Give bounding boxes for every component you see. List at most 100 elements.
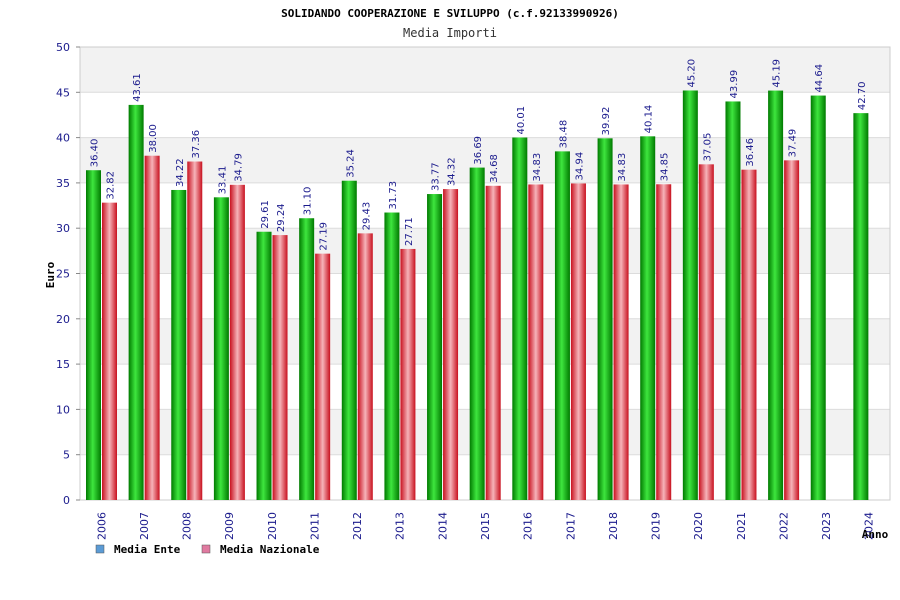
data-label-nazionale: 38.00 [148,124,159,153]
y-tick-label: 35 [56,177,70,190]
plot-band [80,47,890,93]
chart-subtitle: Media Importi [403,26,497,40]
y-tick-label: 0 [63,494,70,507]
bar-media-ente [427,194,443,500]
x-tick-label: 2019 [650,512,663,540]
x-tick-label: 2008 [181,512,194,540]
x-tick-label: 2024 [863,512,876,540]
data-label-nazionale: 27.19 [319,222,330,251]
bar-media-ente [469,167,485,500]
bar-media-ente [171,189,187,500]
x-tick-label: 2021 [735,512,748,540]
bar-media-ente [256,231,272,500]
legend-label-nazionale: Media Nazionale [220,543,320,556]
x-tick-label: 2006 [95,512,108,540]
data-label-ente: 31.10 [303,187,314,216]
bar-media-nazionale [485,185,501,500]
data-label-ente: 40.14 [644,105,655,134]
bar-media-nazionale [187,161,203,500]
x-tick-label: 2012 [351,512,364,540]
x-tick-label: 2022 [777,512,790,540]
data-label-ente: 45.19 [772,59,783,88]
data-label-nazionale: 34.83 [617,153,628,182]
x-tick-label: 2013 [394,512,407,540]
x-tick-label: 2010 [266,512,279,540]
x-tick-label: 2018 [607,512,620,540]
bar-media-ente [682,90,698,500]
data-label-ente: 29.61 [260,200,271,229]
data-label-ente: 42.70 [857,81,868,110]
data-label-ente: 33.41 [217,166,228,195]
x-tick-label: 2016 [522,512,535,540]
bar-media-ente [299,218,315,500]
bar-media-ente [341,180,357,501]
bar-media-nazionale [570,183,586,500]
data-label-ente: 44.64 [814,64,825,93]
data-label-ente: 45.20 [686,59,697,88]
data-label-ente: 43.99 [729,70,740,99]
bar-media-nazionale [698,164,714,500]
bar-media-nazionale [102,202,117,500]
y-tick-label: 20 [56,313,70,326]
legend: Media Ente Media Nazionale [95,543,320,556]
data-labels: 36.40 32.82 43.61 38.00 34.22 37.36 33.41 34.79… [90,59,868,251]
bars [86,90,869,501]
bar-media-nazionale [315,253,331,500]
data-label-nazionale: 34.32 [447,157,458,186]
bar-media-nazionale [400,248,416,500]
x-tick-label: 2014 [436,512,449,540]
bar-media-nazionale [272,235,288,500]
bar-media-nazionale [656,184,672,500]
bar-media-nazionale [613,184,629,501]
data-label-nazionale: 34.68 [489,154,500,183]
bar-media-nazionale [443,189,459,501]
plot-band [80,92,890,138]
bar-media-nazionale [357,233,373,500]
data-label-nazionale: 34.79 [233,153,244,182]
x-axis-label: Anno [862,528,889,541]
legend-swatch-ente [95,544,105,554]
x-tick-label: 2011 [308,512,321,540]
bar-media-ente [554,151,570,500]
bar-media-nazionale [144,155,160,500]
data-label-ente: 33.77 [431,162,442,191]
data-label-ente: 43.61 [132,73,143,102]
legend-swatch-nazionale [201,544,211,554]
y-tick-label: 10 [56,403,70,416]
bar-media-ente [853,113,869,500]
y-tick-label: 5 [63,449,70,462]
data-label-nazionale: 34.94 [574,152,585,181]
bar-media-ente [725,101,741,501]
bar-media-ente [640,136,656,500]
y-tick-label: 30 [56,222,70,235]
data-label-ente: 35.24 [345,149,356,178]
y-tick-label: 25 [56,268,70,281]
data-label-ente: 39.92 [601,107,612,136]
x-tick-label: 2009 [223,512,236,540]
bar-media-ente [213,197,229,500]
bar-media-nazionale [528,184,544,501]
bar-media-ente [128,104,144,500]
bar-media-nazionale [741,169,757,500]
data-label-nazionale: 37.05 [702,133,713,162]
bar-media-ente [768,90,784,500]
y-tick-label: 40 [56,132,70,145]
data-label-nazionale: 37.36 [191,130,202,159]
bar-media-ente [810,95,826,501]
data-label-nazionale: 37.49 [788,129,799,158]
data-label-ente: 36.69 [473,136,484,165]
bar-media-nazionale [229,184,245,500]
bar-media-ente [512,137,528,500]
y-axis: 0 5 10 15 20 25 30 35 40 45 50 [56,41,80,507]
y-tick-label: 45 [56,86,70,99]
x-tick-label: 2015 [479,512,492,540]
data-label-ente: 40.01 [516,106,527,135]
data-label-ente: 36.40 [90,139,101,168]
x-tick-label: 2017 [564,512,577,540]
y-tick-label: 50 [56,41,70,54]
data-label-nazionale: 36.46 [745,138,756,167]
y-axis-label: Euro [44,261,57,288]
bar-media-ente [384,212,400,501]
bar-media-ente [597,138,613,500]
